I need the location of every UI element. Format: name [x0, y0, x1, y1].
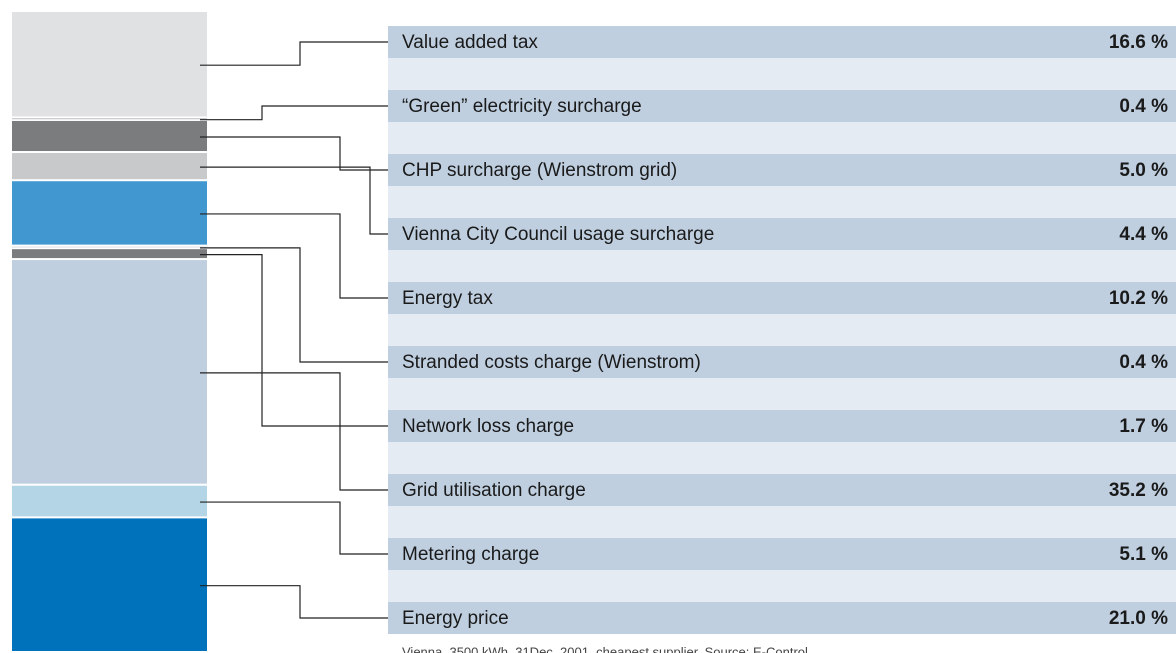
- row-band: [388, 602, 1176, 634]
- row-band-light: [388, 122, 1176, 154]
- bar-segment: [12, 246, 207, 248]
- row-band-light: [388, 186, 1176, 218]
- category-label: Energy tax: [402, 288, 493, 309]
- row-band: [388, 26, 1176, 58]
- connector: [200, 254, 388, 427]
- value-label: 0.4 %: [1119, 352, 1168, 373]
- row-band: [388, 474, 1176, 506]
- connector: [200, 501, 388, 555]
- connector: [200, 372, 388, 491]
- bar-segment: [12, 260, 207, 484]
- category-label: Network loss charge: [402, 416, 574, 437]
- bar-segment: [12, 249, 207, 259]
- connector: [200, 166, 388, 235]
- category-label: Grid utilisation charge: [402, 480, 586, 501]
- bar-segment: [12, 181, 207, 245]
- row-band: [388, 154, 1176, 186]
- connector: [200, 213, 388, 299]
- category-label: Stranded costs charge (Wienstrom): [402, 352, 701, 373]
- bar-segment: [12, 485, 207, 517]
- row-band: [388, 218, 1176, 250]
- row-band: [388, 346, 1176, 378]
- row-band-light: [388, 506, 1176, 538]
- row-band-light: [388, 570, 1176, 602]
- bar-segment: [12, 12, 207, 117]
- row-band-light: [388, 250, 1176, 282]
- row-band: [388, 90, 1176, 122]
- connector: [200, 105, 388, 121]
- bar-segment: [12, 518, 207, 651]
- value-label: 21.0 %: [1109, 608, 1168, 629]
- value-label: 16.6 %: [1109, 32, 1168, 53]
- category-label: CHP surcharge (Wienstrom grid): [402, 160, 677, 181]
- connector: [200, 41, 388, 66]
- value-label: 0.4 %: [1119, 96, 1168, 117]
- row-band: [388, 282, 1176, 314]
- bar-segment: [12, 153, 207, 180]
- row-band-light: [388, 314, 1176, 346]
- category-label: Metering charge: [402, 544, 539, 565]
- value-label: 4.4 %: [1119, 224, 1168, 245]
- bar-segment: [12, 118, 207, 120]
- value-label: 1.7 %: [1119, 416, 1168, 437]
- value-label: 10.2 %: [1109, 288, 1168, 309]
- category-label: Vienna City Council usage surcharge: [402, 224, 714, 245]
- connector: [200, 136, 388, 171]
- value-label: 35.2 %: [1109, 480, 1168, 501]
- row-band: [388, 410, 1176, 442]
- category-label: Energy price: [402, 608, 509, 629]
- connector: [200, 247, 388, 363]
- value-label: 5.1 %: [1119, 544, 1168, 565]
- category-label: “Green” electricity surcharge: [402, 96, 642, 117]
- connector: [200, 585, 388, 619]
- note: Vienna, 3500 kWh, 31Dec. 2001, cheapest …: [402, 644, 808, 653]
- row-band-light: [388, 378, 1176, 410]
- row-band-light: [388, 442, 1176, 474]
- value-label: 5.0 %: [1119, 160, 1168, 181]
- row-band: [388, 538, 1176, 570]
- bar-segment: [12, 120, 207, 152]
- category-label: Value added tax: [402, 32, 538, 53]
- row-band-light: [388, 58, 1176, 90]
